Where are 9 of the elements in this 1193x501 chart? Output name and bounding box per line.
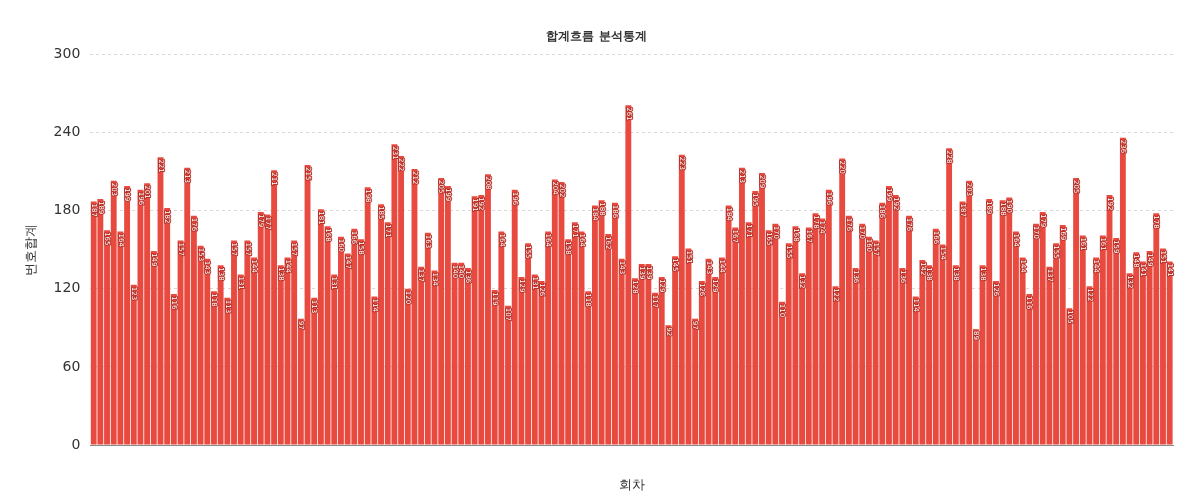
x-axis-title: 회차 — [618, 476, 645, 492]
y-axis-title: 번호합계 — [23, 223, 39, 276]
y-tick-label: 0 — [71, 435, 81, 452]
y-tick-label: 120 — [53, 279, 81, 296]
y-tick-label: 180 — [53, 201, 81, 218]
y-tick-label: 60 — [62, 357, 81, 374]
y-tick-label: 240 — [53, 123, 81, 140]
chart-title: 합계흐름 분석통계 — [546, 29, 647, 44]
y-tick-label: 300 — [53, 45, 81, 62]
